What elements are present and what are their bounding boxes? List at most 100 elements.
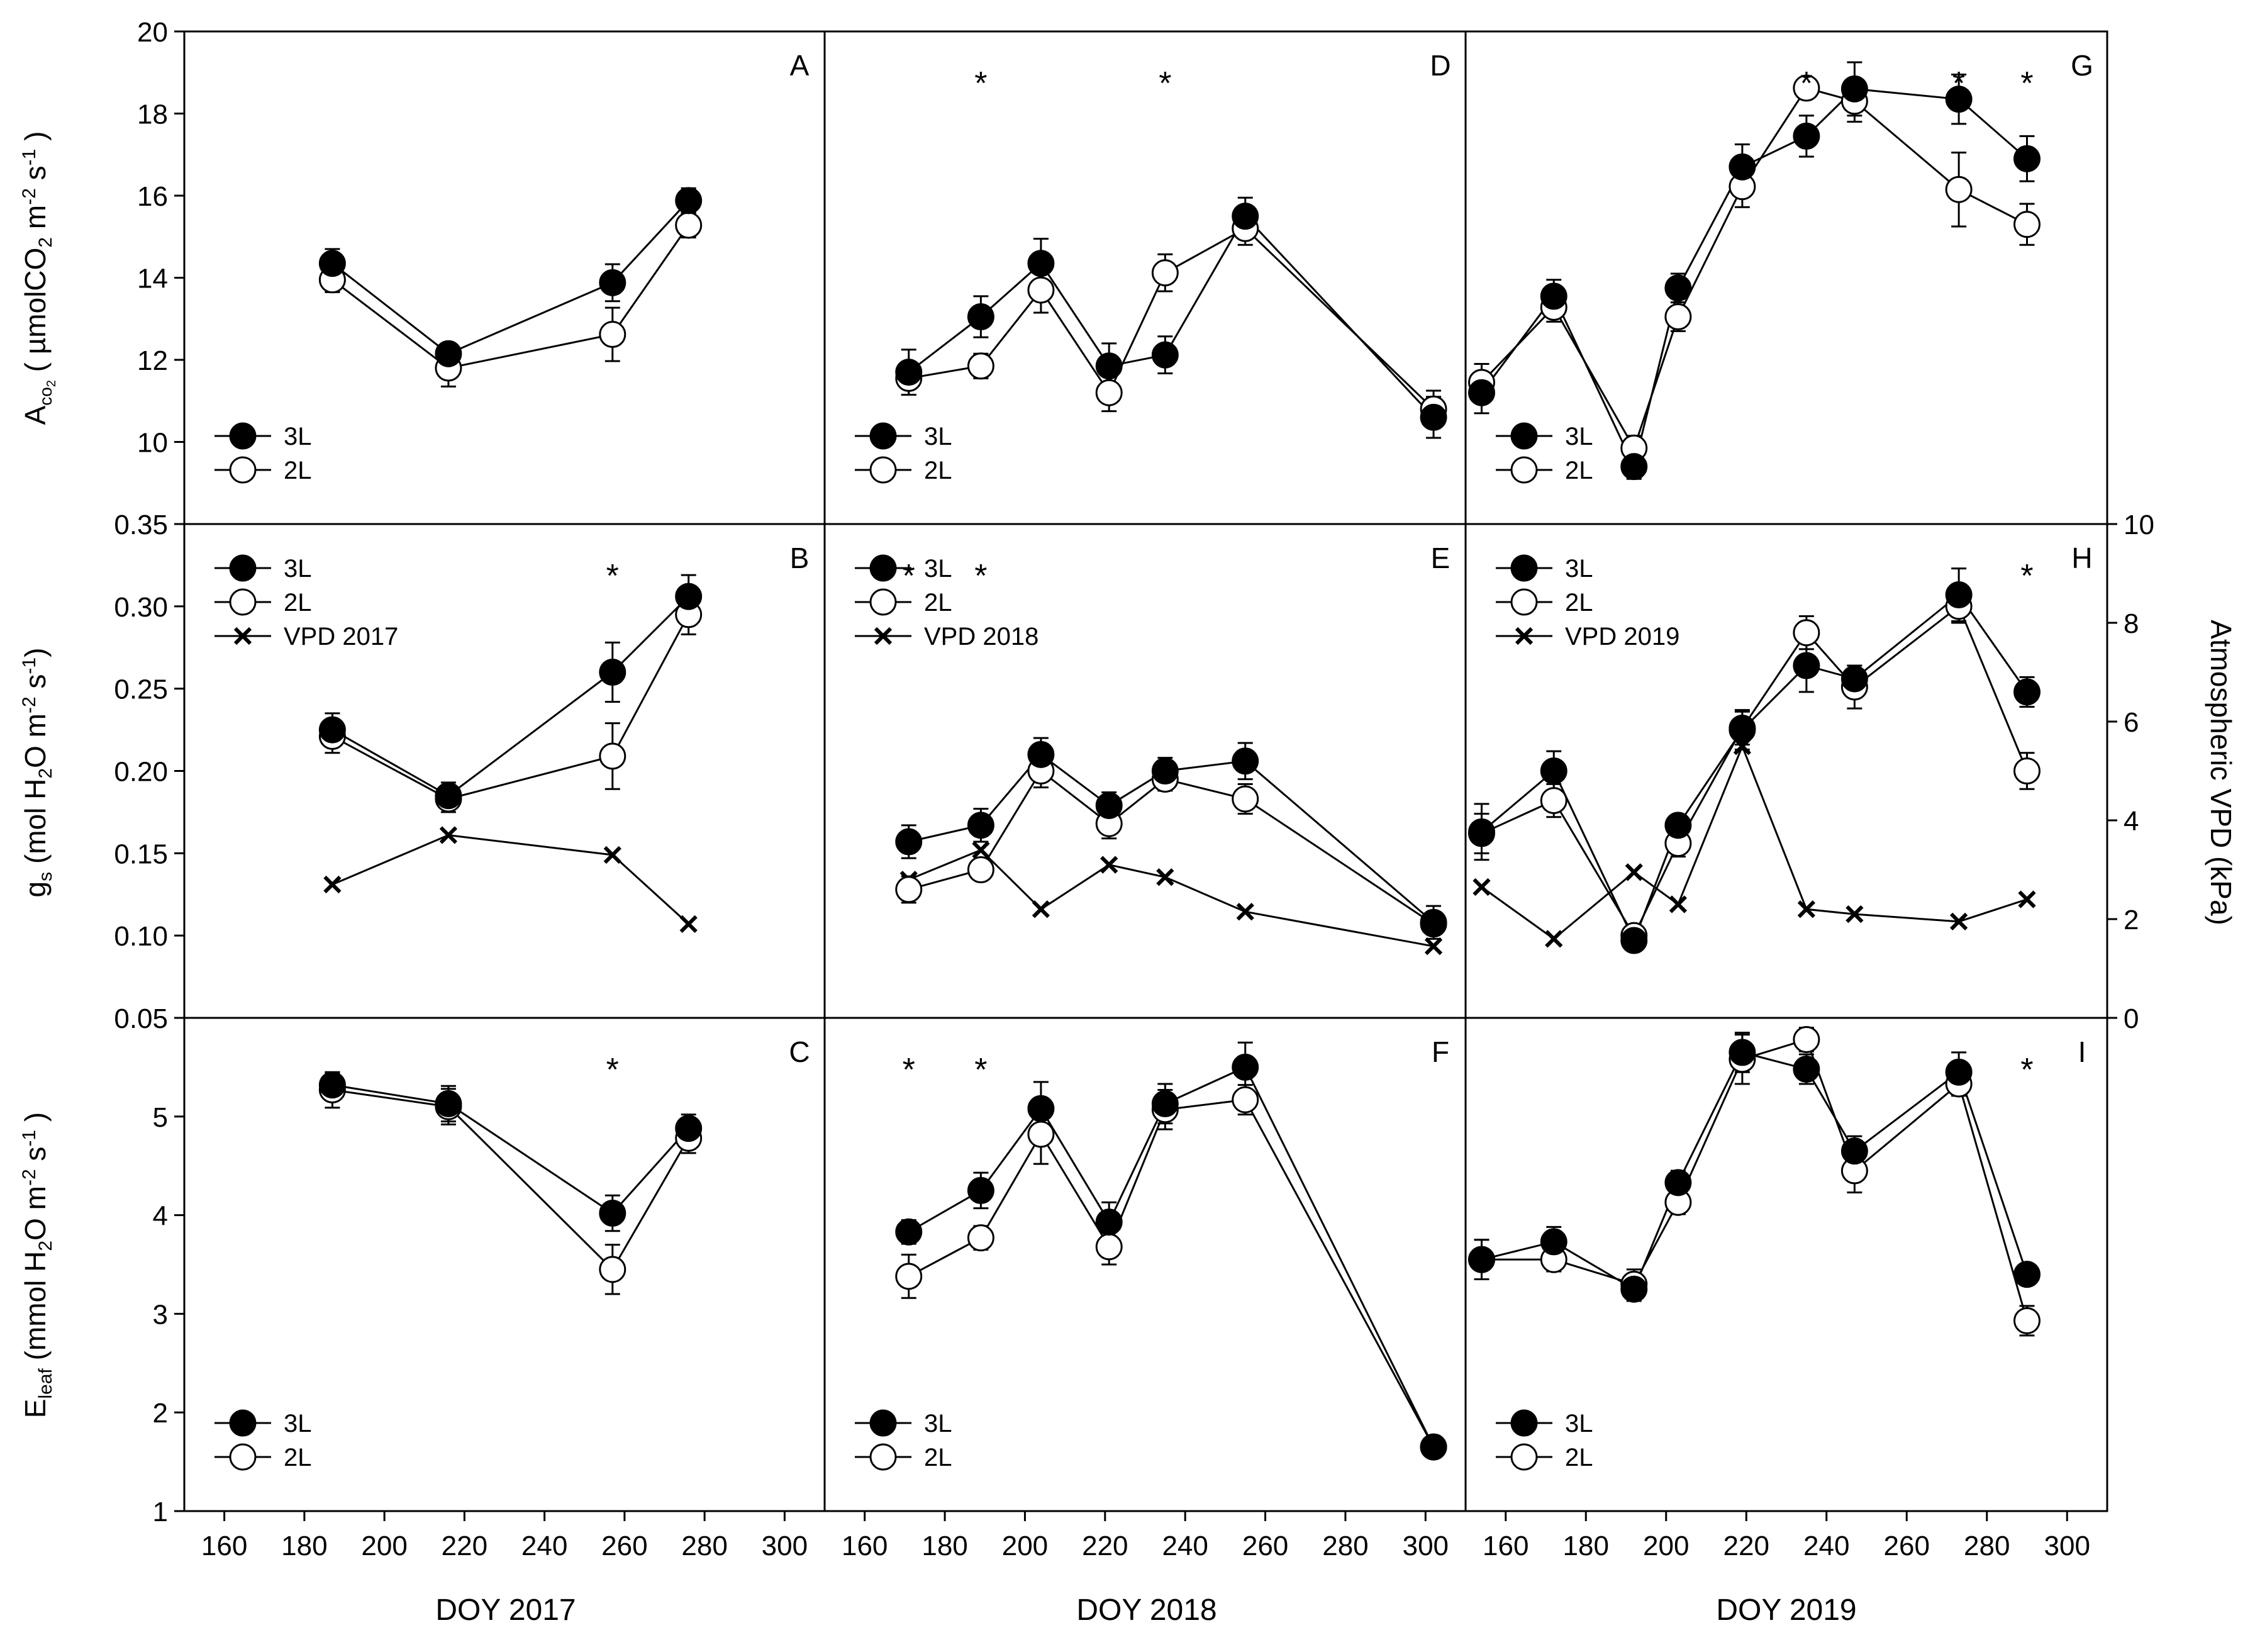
data-point-3L	[1620, 1275, 1648, 1303]
panel-letter: C	[789, 1035, 810, 1068]
data-point-2L	[1664, 303, 1692, 330]
x-axis-title-2017: DOY 2017	[435, 1593, 576, 1627]
data-point-3L	[895, 359, 923, 386]
y-tick-label: 18	[137, 99, 168, 130]
legend-label: 2L	[1565, 589, 1593, 617]
significance-star: *	[1800, 65, 1813, 102]
legend-label: VPD 2018	[924, 623, 1038, 650]
legend-label: 2L	[1565, 457, 1593, 484]
legend-label: 3L	[924, 1410, 952, 1437]
legend-marker-open	[1510, 456, 1538, 484]
vpd-point	[1032, 900, 1050, 918]
significance-star: *	[974, 65, 987, 102]
y-tick-label: 10	[137, 428, 168, 459]
data-point-2L	[967, 856, 994, 883]
data-point-3L	[1793, 652, 1820, 679]
legend-marker-filled	[1510, 554, 1538, 582]
legend-marker-cross	[1515, 627, 1534, 645]
data-point-3L	[1540, 1228, 1567, 1256]
data-point-2L	[1151, 259, 1179, 287]
significance-star: *	[974, 1052, 987, 1088]
legend-marker-filled	[1510, 1409, 1538, 1437]
series-line-3L	[331, 596, 689, 797]
data-point-3L	[1945, 581, 1973, 609]
vpd-point	[439, 826, 458, 844]
y-tick-label: 0.35	[114, 510, 168, 540]
x-tick-label: 220	[1082, 1531, 1128, 1561]
data-point-2L	[1027, 1120, 1055, 1148]
legend-marker-cross	[233, 627, 252, 645]
data-point-3L	[1664, 812, 1692, 839]
x-tick-label: 180	[1563, 1531, 1609, 1561]
legend: 3L 2L VPD 2017	[214, 554, 398, 650]
data-point-2L	[1232, 1086, 1259, 1113]
y-tick-label: 3	[153, 1299, 168, 1330]
vpd-point	[323, 875, 342, 894]
vpd-point	[2018, 890, 2036, 908]
x-tick-label: 300	[762, 1531, 808, 1561]
data-point-3L	[435, 340, 462, 367]
data-point-3L	[1729, 153, 1756, 181]
vpd-point	[1625, 863, 1643, 881]
data-point-3L	[1945, 1058, 1973, 1086]
y-tick-label: 0.25	[114, 674, 168, 705]
data-point-3L	[1664, 274, 1692, 302]
vpd-tick-label: 4	[2124, 806, 2139, 837]
data-point-2L	[967, 1224, 994, 1252]
data-point-3L	[435, 1090, 462, 1117]
y-tick-label: 1	[153, 1497, 168, 1527]
y-tick-label: 0.15	[114, 839, 168, 869]
x-tick-label: 220	[442, 1531, 487, 1561]
x-tick-label: 260	[601, 1531, 647, 1561]
data-point-3L	[1540, 757, 1567, 784]
data-point-3L	[1420, 908, 1447, 936]
x-tick-label: 240	[521, 1531, 567, 1561]
x-tick-label: 280	[681, 1531, 727, 1561]
vpd-point	[679, 915, 698, 933]
vpd-point	[1424, 937, 1443, 956]
data-point-3L	[1232, 203, 1259, 230]
panel-letter: I	[2078, 1035, 2086, 1068]
data-point-2L	[1793, 619, 1820, 647]
vpd-tick-label: 2	[2124, 905, 2139, 935]
legend-label: 2L	[284, 589, 312, 617]
x-tick-label: 160	[201, 1531, 247, 1561]
significance-star: *	[606, 558, 619, 594]
significance-star: *	[606, 1052, 619, 1088]
data-point-2L	[1945, 176, 1973, 203]
vpd-point	[1669, 895, 1688, 913]
data-point-3L	[1793, 1056, 1820, 1083]
data-point-2L	[2013, 211, 2041, 238]
vpd-point	[1846, 905, 1864, 924]
legend-label: 3L	[284, 423, 312, 450]
data-point-2L	[967, 352, 994, 380]
data-point-3L	[2013, 1261, 2041, 1288]
data-point-2L	[675, 211, 703, 239]
significance-star: *	[974, 558, 987, 594]
vpd-point	[1797, 900, 1816, 918]
data-point-3L	[1468, 1246, 1495, 1273]
y-tick-label: 12	[137, 345, 168, 376]
series-line-2L	[331, 225, 689, 369]
data-point-2L	[1793, 74, 1820, 102]
plot-layer: 1012141618200.050.100.150.200.250.300.35…	[114, 17, 2154, 1561]
data-point-2L	[599, 742, 626, 770]
vpd-point	[1950, 912, 1968, 931]
data-point-3L	[1793, 122, 1820, 150]
y-axis-title-conductance: gs (mol H2O m-2 s-1)	[19, 648, 56, 898]
vpd-point	[603, 846, 621, 864]
x-axis-title-2019: DOY 2019	[1716, 1593, 1856, 1627]
significance-star: *	[1952, 65, 1965, 102]
data-point-3L	[1151, 1090, 1179, 1117]
data-point-3L	[1232, 747, 1259, 775]
legend-label: 3L	[284, 1410, 312, 1437]
panel-letter: F	[1432, 1035, 1449, 1068]
panel-E: E * * 3L 2L VPD 2018	[855, 542, 1450, 956]
significance-star: *	[903, 1052, 915, 1088]
legend-label: 3L	[1565, 555, 1593, 583]
